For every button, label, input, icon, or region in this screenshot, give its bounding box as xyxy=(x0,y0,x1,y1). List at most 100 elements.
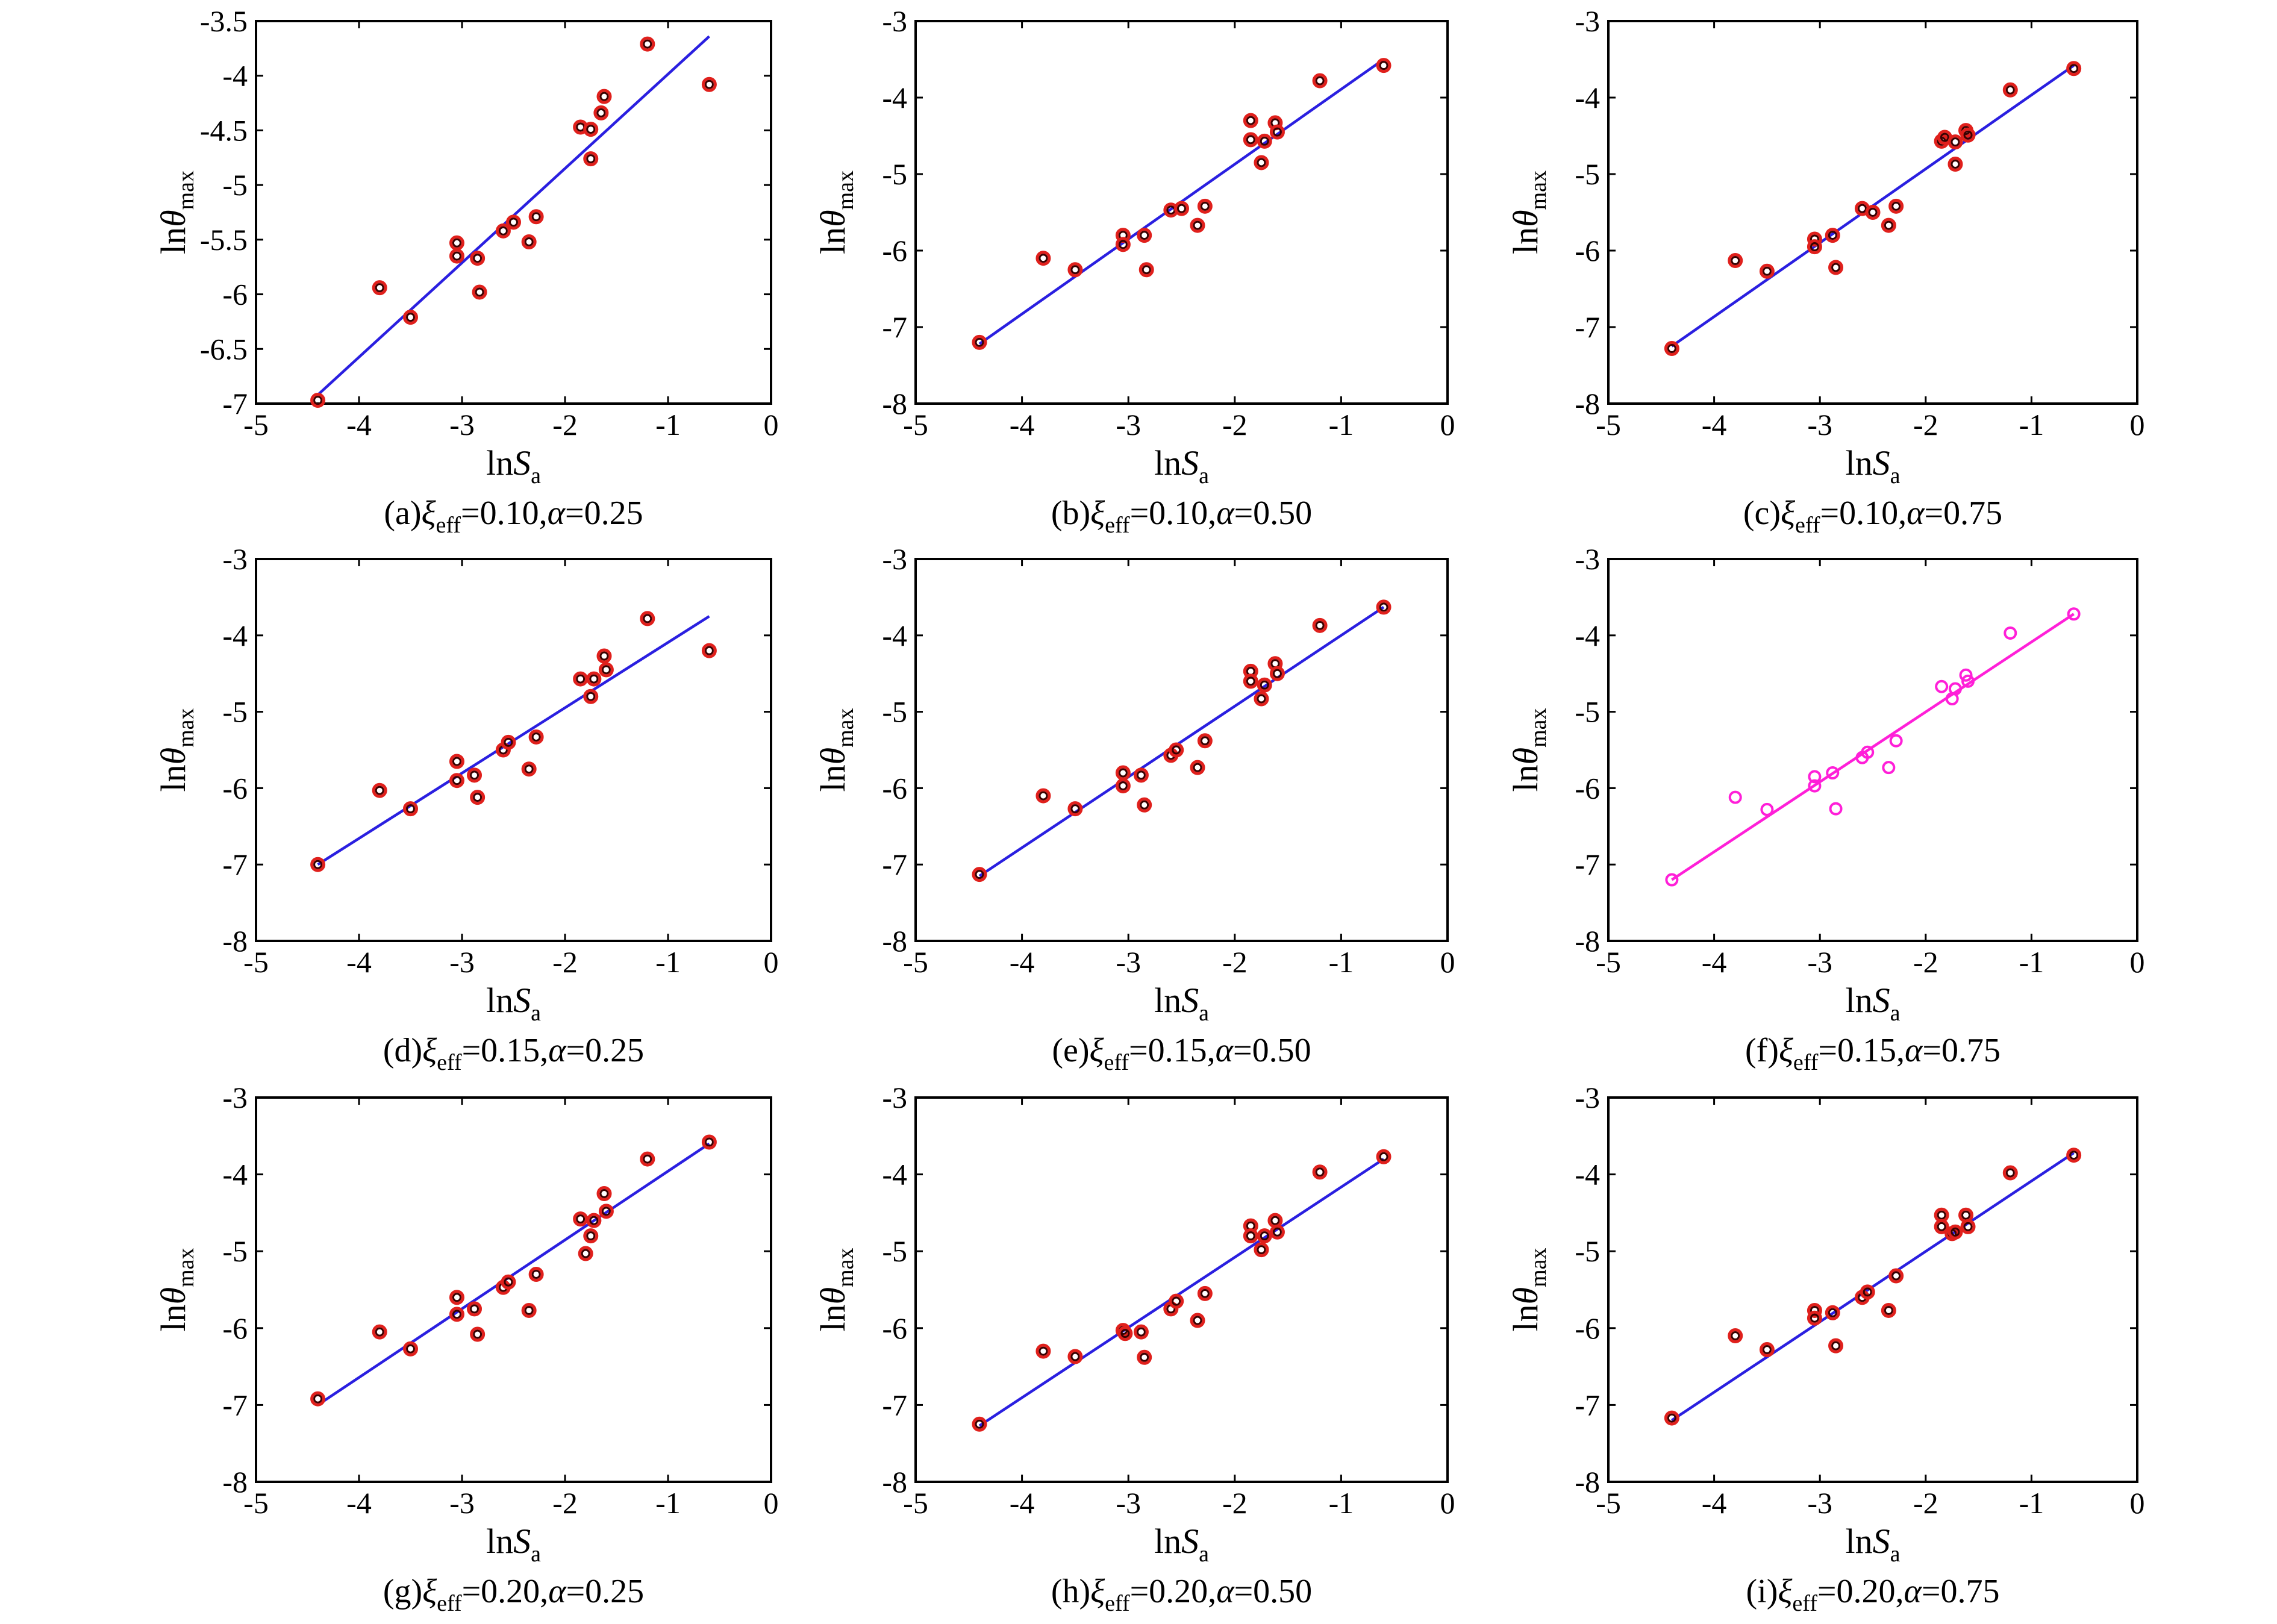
data-point-inner xyxy=(1315,1167,1325,1177)
data-point xyxy=(1190,1313,1205,1328)
data-point xyxy=(528,1266,544,1282)
data-point-inner xyxy=(975,337,984,347)
y-tick-label: -5 xyxy=(882,1234,907,1268)
data-point-inner xyxy=(1272,669,1282,678)
x-label-variable: S xyxy=(513,1522,531,1561)
data-point-inner xyxy=(473,254,483,263)
caption-index: (d) xyxy=(383,1032,422,1069)
x-tick-label: 0 xyxy=(2130,1486,2145,1520)
fit-line xyxy=(1671,613,2075,881)
caption-index: (g) xyxy=(383,1573,422,1610)
y-tick-label: -7 xyxy=(222,387,248,420)
data-point xyxy=(1881,1302,1896,1318)
y-tick-label: -8 xyxy=(882,1465,907,1499)
data-point xyxy=(1960,127,1976,143)
y-tick-label: -5 xyxy=(1575,695,1600,729)
data-point-inner xyxy=(1260,1231,1269,1241)
data-point-inner xyxy=(452,757,461,766)
data-point xyxy=(583,151,599,167)
data-point-inner xyxy=(586,1231,596,1241)
y-tick-label: -4 xyxy=(882,1158,907,1191)
data-point xyxy=(403,1341,418,1357)
x-tick-label: -1 xyxy=(1329,1486,1354,1520)
y-tick-label: -4.5 xyxy=(200,113,248,147)
data-point-inner xyxy=(2005,1168,2015,1178)
y-tick-label: -3 xyxy=(222,542,248,576)
data-point-inner xyxy=(1140,231,1149,240)
y-label-subscript: max xyxy=(173,708,199,747)
data-point-inner xyxy=(1667,1413,1676,1423)
data-point-inner xyxy=(1951,137,1960,147)
data-point-inner xyxy=(1831,1341,1841,1351)
data-point xyxy=(578,1246,593,1261)
data-point-inner xyxy=(586,125,596,134)
data-point xyxy=(310,393,326,408)
x-tick-label: -1 xyxy=(655,408,681,442)
x-label-prefix: ln xyxy=(486,1522,513,1561)
y-tick-label: -7 xyxy=(222,848,248,881)
y-label-prefix: ln xyxy=(813,227,852,254)
x-label-variable: S xyxy=(1181,443,1199,483)
data-point xyxy=(1067,801,1083,817)
data-point-inner xyxy=(1961,1210,1971,1220)
x-tick-label: -5 xyxy=(1596,1486,1621,1520)
data-point xyxy=(310,1391,326,1407)
data-point-inner xyxy=(1136,770,1146,780)
data-point-inner xyxy=(1891,1271,1901,1281)
caption-xi-value: =0.20, xyxy=(1817,1573,1904,1610)
y-tick-label: -7 xyxy=(1575,310,1600,344)
data-point-inner xyxy=(504,1277,513,1287)
plot-frame xyxy=(1607,1096,2138,1483)
data-point xyxy=(1888,198,1904,214)
data-point-inner xyxy=(1257,1245,1266,1255)
data-point-inner xyxy=(601,665,611,675)
data-point xyxy=(598,662,614,678)
data-point xyxy=(1197,1285,1213,1301)
y-label-variable: θ xyxy=(1506,748,1545,765)
data-point-inner xyxy=(1193,220,1202,230)
data-point xyxy=(1376,599,1392,615)
y-label-subscript: max xyxy=(1526,1248,1551,1287)
y-tick-label: -8 xyxy=(882,924,907,958)
caption-xi-value: =0.10, xyxy=(461,495,548,532)
data-point-inner xyxy=(1831,263,1841,272)
x-tick-label: -1 xyxy=(2019,1486,2044,1520)
data-point xyxy=(1888,1268,1904,1284)
data-point-inner xyxy=(1260,136,1269,146)
data-point xyxy=(2066,1148,2082,1163)
data-point-inner xyxy=(509,217,518,227)
data-point-inner xyxy=(1246,135,1255,145)
data-point-inner xyxy=(1891,201,1901,211)
data-point-inner xyxy=(1810,1313,1819,1323)
caption-alpha: α xyxy=(1907,495,1925,532)
x-axis-label: lnSa xyxy=(486,1522,541,1567)
caption-alpha-value: =0.50 xyxy=(1233,1032,1311,1069)
caption-index: (i) xyxy=(1746,1573,1778,1610)
x-label-variable: S xyxy=(1181,1522,1199,1561)
y-label-subscript: max xyxy=(833,1248,858,1287)
x-label-variable: S xyxy=(1181,981,1199,1020)
data-point xyxy=(1807,239,1822,255)
caption-xi-subscript: eff xyxy=(1105,1591,1130,1616)
x-tick-label: -2 xyxy=(1222,408,1248,442)
y-axis-label: lnθmax xyxy=(813,1248,858,1331)
data-point xyxy=(1197,733,1213,749)
data-point-inner xyxy=(589,674,599,684)
y-tick-label: -4 xyxy=(882,619,907,652)
data-point xyxy=(449,754,464,769)
data-point xyxy=(1137,1349,1152,1365)
y-axis-label: lnθmax xyxy=(1506,170,1551,254)
caption-xi: ξ xyxy=(422,495,436,532)
data-point-inner xyxy=(576,1214,586,1224)
data-point xyxy=(1312,73,1328,89)
x-tick-label: -3 xyxy=(1116,1486,1141,1520)
data-point xyxy=(640,611,655,626)
data-point-inner xyxy=(1828,231,1837,240)
caption-xi: ξ xyxy=(1090,1032,1104,1069)
y-tick-label: -5.5 xyxy=(200,223,248,257)
y-tick-label: -7 xyxy=(222,1388,248,1422)
data-point xyxy=(1067,1349,1083,1364)
x-label-variable: S xyxy=(1873,1522,1890,1561)
data-point-inner xyxy=(1731,256,1740,266)
x-tick-label: -1 xyxy=(655,1486,681,1520)
